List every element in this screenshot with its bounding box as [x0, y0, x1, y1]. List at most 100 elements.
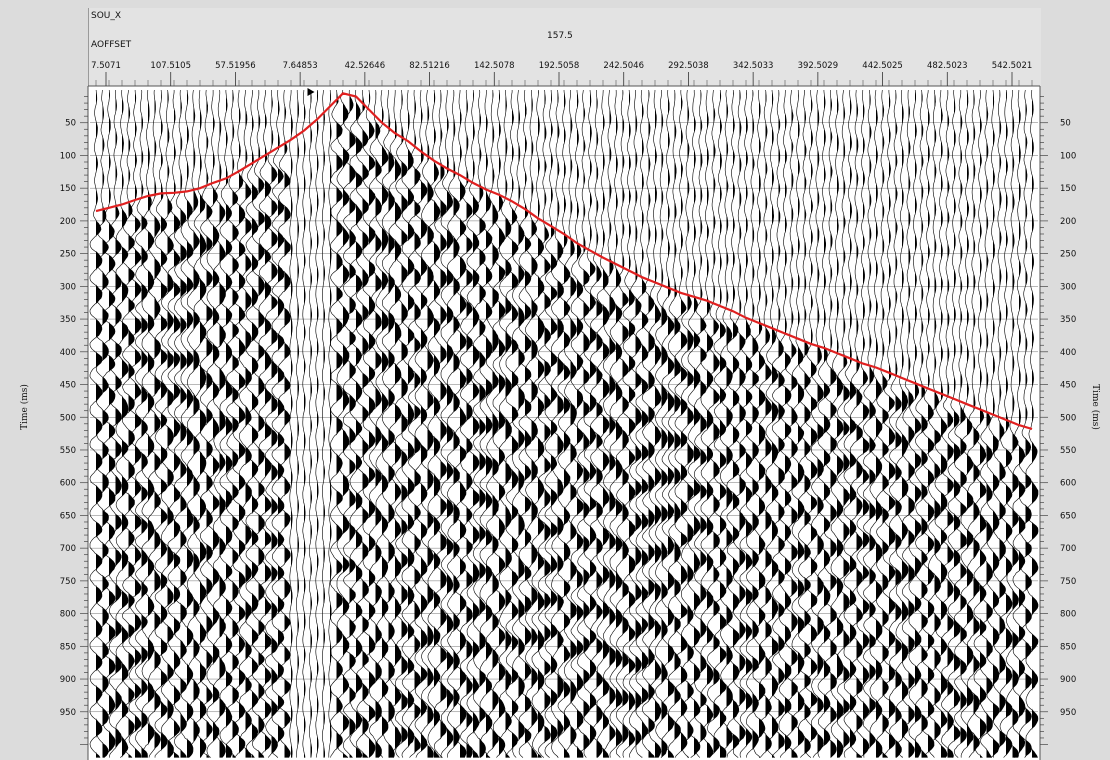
y-tick-label-right: 500 — [1060, 413, 1076, 423]
trace-fill — [304, 90, 306, 758]
y-tick-label-right: 750 — [1060, 577, 1076, 587]
x-tick-label: 442.5025 — [862, 61, 903, 71]
trace-fill — [999, 90, 1006, 758]
trace-fill — [499, 90, 505, 758]
trace-fill — [655, 90, 661, 758]
trace-fill — [707, 90, 713, 758]
x-tick-label: 342.5033 — [733, 61, 774, 71]
trace-fill — [564, 90, 570, 758]
trace-fill — [154, 90, 161, 758]
trace-fill — [915, 90, 921, 758]
trace-fill — [986, 90, 993, 758]
y-tick-label-left: 900 — [60, 675, 76, 685]
trace-fill — [609, 90, 616, 758]
x-tick-label: 7.64853 — [283, 61, 318, 71]
y-tick-label-right: 700 — [1060, 544, 1076, 554]
trace-fill — [947, 90, 954, 758]
y-tick-label-right: 300 — [1060, 282, 1076, 292]
y-tick-label-left: 200 — [60, 217, 76, 227]
y-tick-label-left: 650 — [60, 511, 76, 521]
trace-fill — [739, 90, 746, 758]
trace-fill — [791, 90, 798, 758]
trace-fill — [232, 90, 239, 758]
y-tick-label-left: 500 — [60, 413, 76, 423]
y-tick-label-right: 600 — [1060, 479, 1076, 489]
trace-fill — [492, 90, 499, 758]
y-tick-label-right: 450 — [1060, 381, 1076, 391]
trace-fill — [473, 90, 479, 758]
y-tick-label-left: 450 — [60, 381, 76, 391]
y-axis-label-left: Time (ms) — [19, 384, 30, 430]
plot-area — [89, 86, 1039, 760]
trace-fill — [674, 90, 681, 758]
trace-fill — [694, 90, 700, 758]
trace-fill — [109, 90, 115, 758]
grid-lines — [90, 122, 1038, 713]
trace-fill — [356, 90, 362, 758]
y-tick-label-right: 350 — [1060, 315, 1076, 325]
trace-fill — [733, 90, 739, 758]
trace-fill — [934, 90, 941, 758]
trace-fill — [973, 90, 980, 758]
y-tick-label-left: 750 — [60, 577, 76, 587]
y-tick-label-left: 100 — [60, 151, 76, 161]
source-marker-icon — [307, 88, 315, 96]
trace-fill — [661, 90, 668, 758]
y-tick-label-left: 50 — [65, 119, 76, 129]
trace-fill — [512, 90, 518, 758]
trace-fill — [252, 90, 258, 758]
trace-fill — [960, 90, 967, 758]
y-tick-label-right: 250 — [1060, 250, 1076, 260]
trace-fill — [856, 90, 863, 758]
x-tick-label: 42.52646 — [345, 61, 386, 71]
y-tick-label-right: 50 — [1060, 119, 1071, 129]
trace-fill — [746, 90, 752, 758]
trace-fill — [505, 90, 512, 758]
trace-fill — [603, 90, 609, 758]
x-tick-label: 142.5078 — [474, 61, 515, 71]
trace-fill — [778, 90, 785, 758]
first-break-line — [95, 92, 1033, 431]
trace-fill — [551, 90, 557, 758]
trace-fill — [369, 90, 375, 758]
trace-header-box: SOU_X 157.5 AOFFSET — [88, 8, 1041, 86]
trace-fill — [310, 90, 312, 758]
y-axes: 50 50 100 100 150 150 200 200 250 250 300 300 350 350… — [60, 86, 1076, 760]
x-tick-label: 107.5105 — [150, 61, 191, 71]
trace-fill — [349, 90, 356, 758]
trace-fill — [622, 90, 629, 758]
trace-fill — [284, 90, 291, 758]
y-tick-label-left: 350 — [60, 315, 76, 325]
x-tick-label: 242.5046 — [603, 61, 644, 71]
trace-fill — [954, 90, 960, 758]
y-tick-label-left: 550 — [60, 446, 76, 456]
trace-fill — [616, 90, 622, 758]
y-tick-label-right: 800 — [1060, 610, 1076, 620]
trace-fill — [122, 90, 128, 758]
x-tick-label: 542.5021 — [992, 61, 1033, 71]
trace-fill — [174, 90, 180, 758]
trace-fill — [226, 90, 232, 758]
trace-fill — [161, 90, 167, 758]
trace-fill — [902, 90, 908, 758]
y-tick-label-left: 400 — [60, 348, 76, 358]
trace-fill — [135, 90, 141, 758]
trace-fill — [570, 90, 577, 758]
y-tick-label-right: 200 — [1060, 217, 1076, 227]
aoffset-label: AOFFSET — [91, 40, 132, 50]
trace-fill — [421, 90, 427, 758]
x-tick-label: 292.5038 — [668, 61, 709, 71]
trace-fill — [245, 90, 252, 758]
sou-x-value: 157.5 — [547, 31, 573, 41]
trace-fill — [200, 90, 206, 758]
sou-x-label: SOU_X — [91, 11, 122, 21]
y-tick-label-left: 950 — [60, 708, 76, 718]
y-tick-label-left: 150 — [60, 184, 76, 194]
x-tick-label: 392.5029 — [798, 61, 839, 71]
y-tick-label-right: 650 — [1060, 511, 1076, 521]
y-tick-label-left: 300 — [60, 282, 76, 292]
y-tick-label-right: 150 — [1060, 184, 1076, 194]
trace-fill — [629, 90, 635, 758]
trace-fill — [486, 90, 492, 758]
